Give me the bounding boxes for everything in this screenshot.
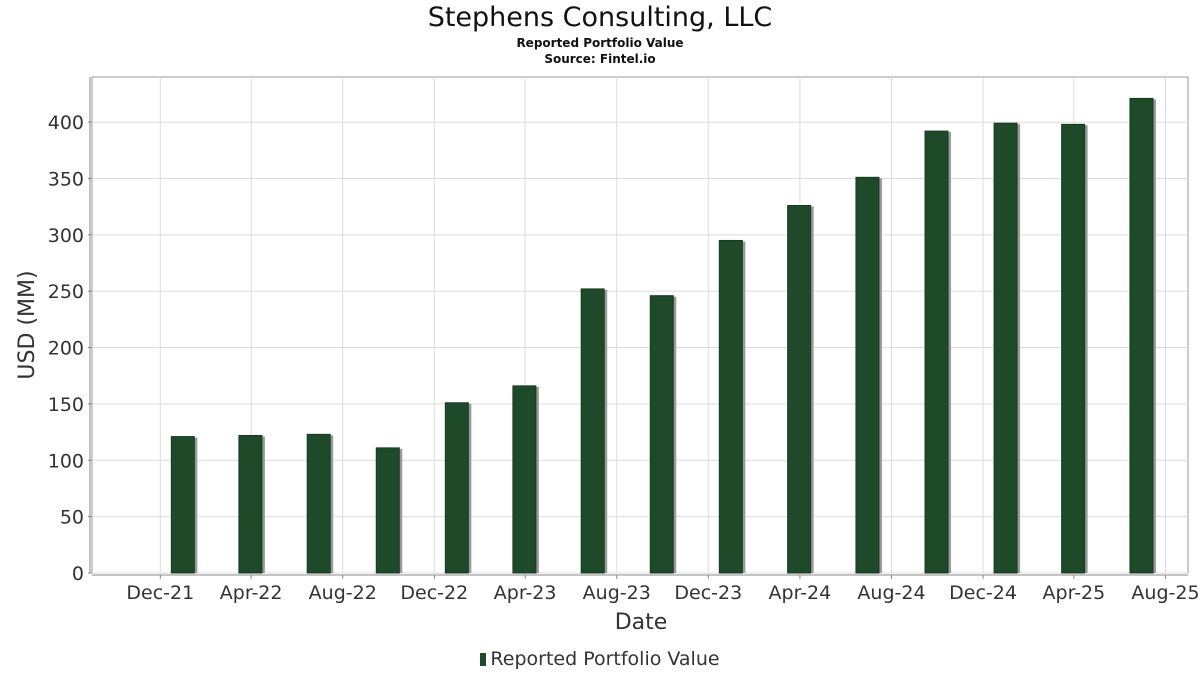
bar [855, 176, 882, 574]
bar-body [993, 122, 1018, 574]
bar-body [649, 295, 674, 574]
x-tick-label: Dec-21 [126, 582, 194, 604]
x-tick-label: Apr-22 [220, 582, 283, 604]
bar [306, 433, 334, 574]
bar [1129, 97, 1156, 574]
bar [512, 385, 539, 574]
bar-body [444, 402, 469, 574]
legend: Reported Portfolio Value [0, 647, 1200, 671]
bar [238, 434, 265, 574]
x-tick-label: Dec-24 [949, 582, 1017, 604]
x-tick-label: Dec-22 [400, 582, 468, 604]
x-tick-label: Apr-24 [769, 582, 832, 604]
y-tick-labels: 0 50 100 150 200 250 300 350 400 [48, 112, 84, 585]
bar-body [170, 436, 195, 574]
bar [1061, 123, 1088, 574]
bar [170, 436, 198, 574]
bar [924, 130, 952, 574]
x-tick-label: Aug-24 [857, 582, 925, 604]
axes [88, 77, 1188, 579]
legend-label: Reported Portfolio Value [490, 648, 720, 670]
bar-body [1061, 123, 1086, 574]
y-axis-label: USD (MM) [15, 270, 40, 379]
chart-source: Source: Fintel.io [544, 52, 656, 66]
x-tick-labels: Dec-21 Apr-22 Aug-22 Dec-22 Apr-23 Aug-23 Dec-… [126, 582, 1199, 604]
bar-body [580, 288, 605, 574]
y-tick-label: 150 [48, 394, 84, 416]
legend-swatch [480, 653, 487, 666]
y-tick-label: 300 [48, 225, 84, 247]
y-tick-label: 100 [48, 450, 84, 472]
bar-body [375, 447, 400, 574]
bar-body [855, 176, 880, 574]
bars [170, 97, 1156, 574]
bar [375, 447, 403, 574]
bar-body [306, 433, 331, 574]
x-tick-label: Aug-23 [583, 582, 651, 604]
bar-body [1129, 97, 1154, 574]
y-tick-label: 200 [48, 338, 84, 360]
y-tick-label: 400 [48, 112, 84, 134]
x-axis-label: Date [615, 610, 668, 635]
x-tick-label: Aug-25 [1131, 582, 1199, 604]
bar [718, 239, 746, 574]
bar [580, 288, 608, 574]
chart-title: Stephens Consulting, LLC [427, 2, 773, 33]
bar-body [787, 205, 812, 574]
y-tick-label: 350 [48, 168, 84, 190]
bar-body [512, 385, 537, 574]
x-tick-label: Dec-23 [674, 582, 742, 604]
x-tick-label: Aug-22 [309, 582, 377, 604]
y-tick-label: 250 [48, 281, 84, 303]
bar [787, 205, 814, 574]
bar [993, 122, 1021, 574]
y-tick-label: 50 [60, 507, 84, 529]
x-tick-label: Apr-23 [494, 582, 557, 604]
y-tick-label: 0 [72, 563, 84, 585]
chart-subtitle: Reported Portfolio Value [516, 36, 684, 50]
x-tick-label: Apr-25 [1043, 582, 1106, 604]
bar-body [238, 434, 263, 574]
bar [649, 295, 677, 574]
bar [444, 402, 472, 574]
bar-body [924, 130, 949, 574]
bar-body [718, 239, 743, 574]
